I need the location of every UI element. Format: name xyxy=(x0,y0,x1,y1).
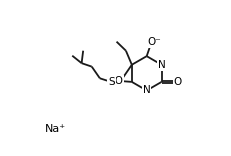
Text: Na⁺: Na⁺ xyxy=(45,124,66,134)
Text: HO: HO xyxy=(107,76,123,86)
Text: O: O xyxy=(173,77,182,87)
Text: N: N xyxy=(143,85,151,95)
Text: S: S xyxy=(109,77,115,87)
Text: O⁻: O⁻ xyxy=(148,37,161,47)
Text: N: N xyxy=(158,60,165,70)
